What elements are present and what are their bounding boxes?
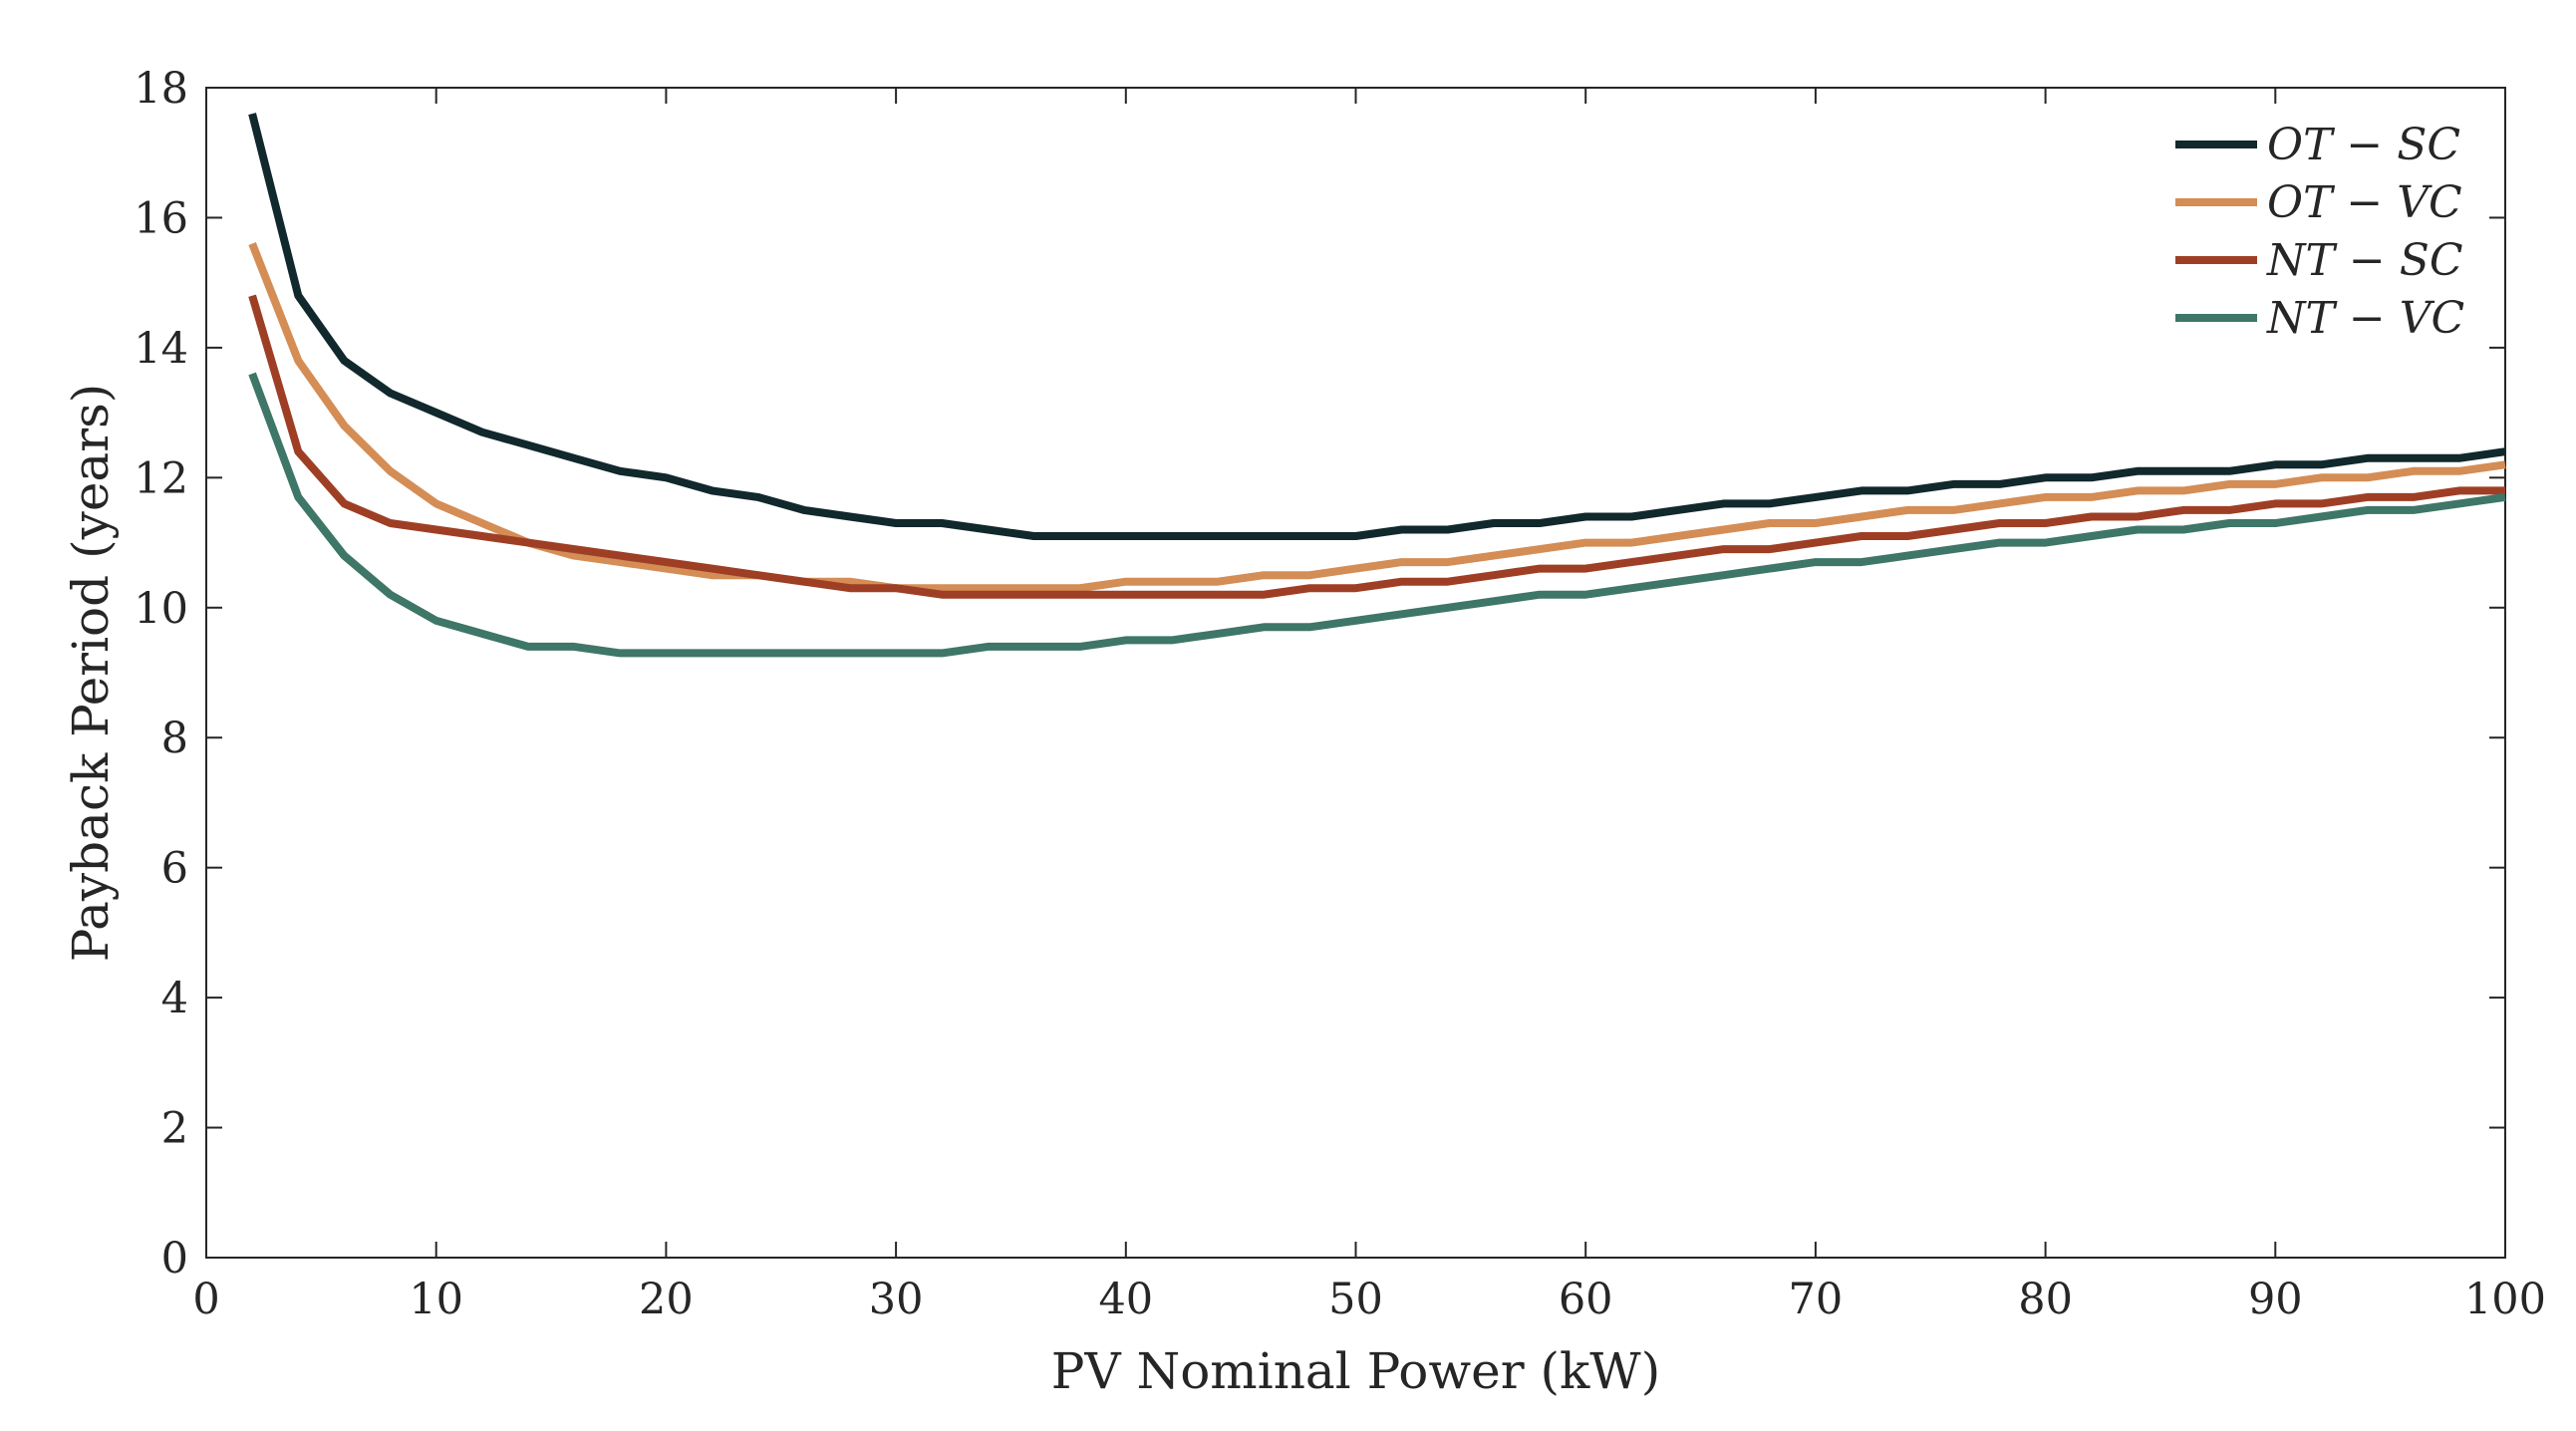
axis-ticks: 0 10 20 30 40 50 60 70 80 90 100 0 2 4 6 8 10 12 14 16 18 (134, 64, 2546, 1324)
legend: OT − SC OT − VC NT − SC NT − VC (2175, 120, 2464, 344)
y-tick-label: 4 (161, 974, 188, 1023)
series-line-ot-vc (248, 242, 2506, 593)
x-axis-label: PV Nominal Power (kW) (1051, 1342, 1660, 1400)
legend-label: NT − SC (2266, 235, 2463, 286)
y-tick-label: 10 (134, 584, 188, 634)
legend-label: NT − VC (2266, 293, 2464, 344)
series-lines (248, 113, 2506, 658)
legend-label: OT − VC (2267, 177, 2462, 228)
x-tick-label: 60 (1559, 1275, 1613, 1324)
y-tick-label: 16 (134, 193, 188, 243)
y-tick-label: 14 (134, 324, 188, 374)
series-line-ot-sc (248, 113, 2506, 540)
x-tick-label: 20 (639, 1275, 694, 1324)
x-tick-label: 30 (869, 1275, 924, 1324)
x-tick-label: 90 (2248, 1275, 2303, 1324)
legend-label: OT − SC (2267, 120, 2460, 170)
y-tick-label: 8 (161, 714, 188, 763)
x-tick-label: 0 (192, 1275, 219, 1324)
y-tick-label: 2 (161, 1104, 188, 1154)
series-line-nt-vc (248, 372, 2506, 658)
x-tick-label: 100 (2464, 1275, 2546, 1324)
y-axis-label: Payback Period (years) (62, 384, 120, 963)
x-tick-label: 80 (2018, 1275, 2073, 1324)
series-line-nt-sc (248, 294, 2505, 599)
x-tick-label: 10 (409, 1275, 463, 1324)
x-tick-label: 70 (1789, 1275, 1844, 1324)
x-tick-label: 40 (1098, 1275, 1153, 1324)
x-tick-label: 50 (1328, 1275, 1383, 1324)
y-tick-label: 18 (134, 64, 188, 114)
y-tick-label: 0 (161, 1234, 188, 1284)
y-tick-label: 6 (161, 844, 188, 894)
y-tick-label: 12 (134, 453, 188, 503)
